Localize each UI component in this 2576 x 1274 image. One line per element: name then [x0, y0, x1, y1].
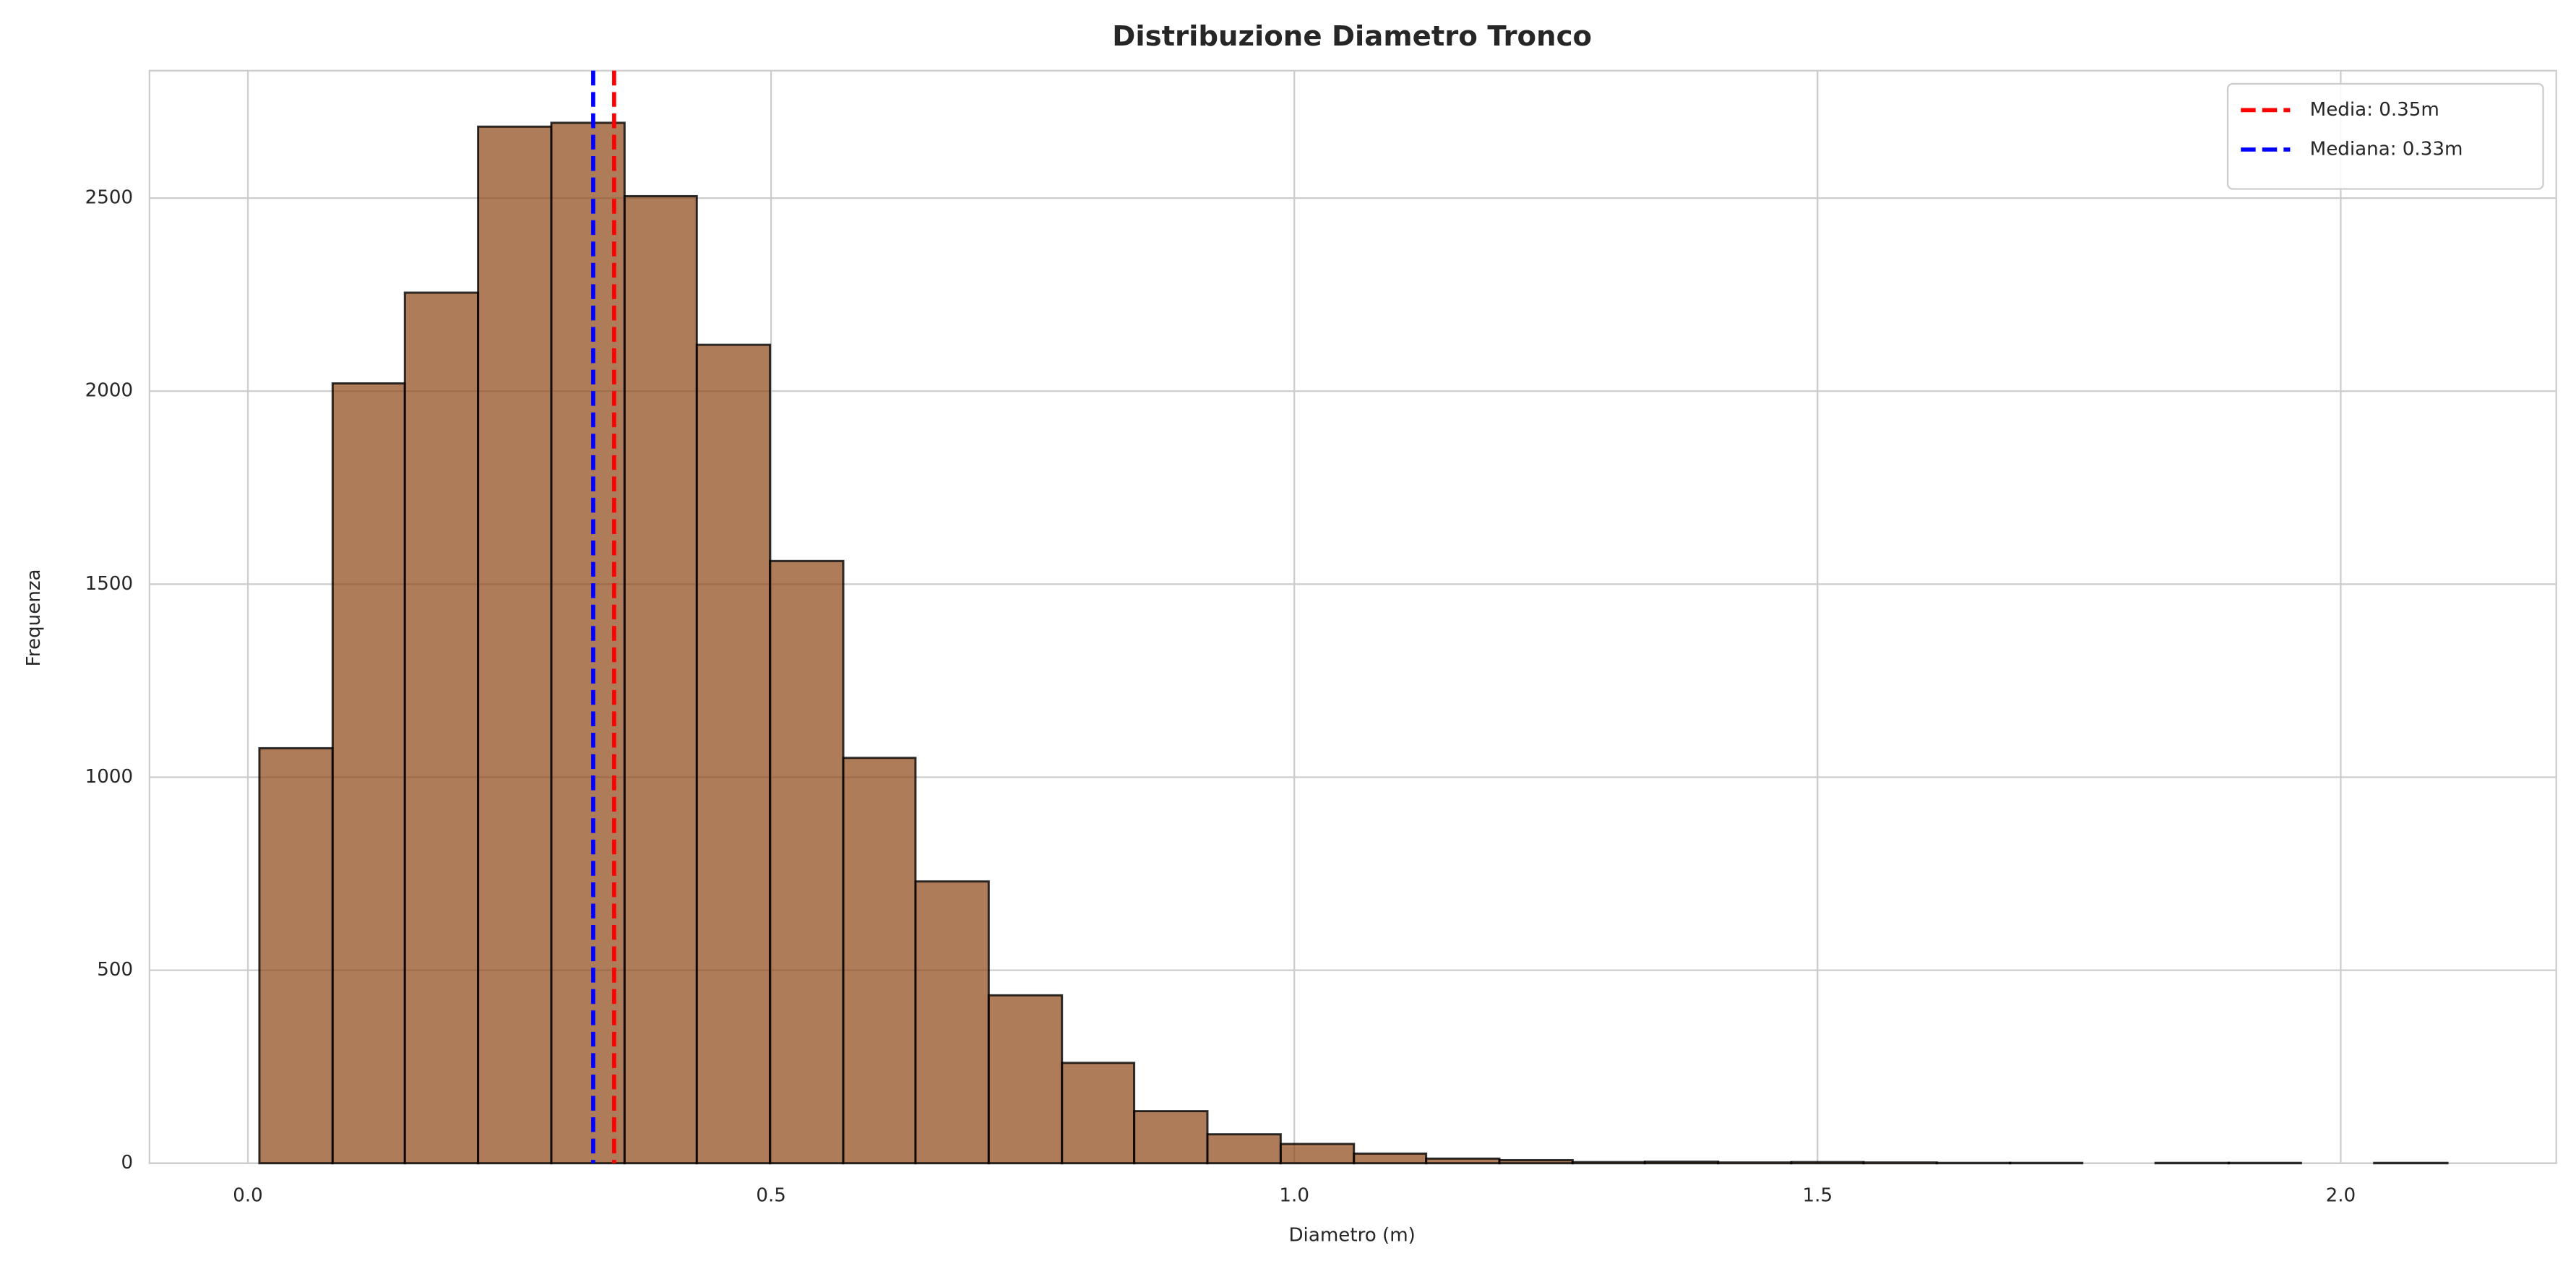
bar: [1353, 1152, 1428, 1165]
y-tick-label: 0: [121, 1152, 134, 1174]
bar: [623, 194, 698, 1165]
bar: [1498, 1158, 1574, 1165]
y-tick-label: 1000: [85, 766, 133, 788]
bar: [1133, 1110, 1209, 1165]
bar: [914, 880, 990, 1165]
bar: [1571, 1161, 1646, 1165]
y-tick-label: 2500: [85, 187, 133, 209]
legend-label: Mediana: 0.33m: [2310, 138, 2463, 160]
bar: [1279, 1142, 1356, 1165]
x-tick-label: 0.5: [756, 1185, 786, 1207]
legend-box: [2226, 82, 2544, 190]
bar: [1061, 1062, 1136, 1165]
bar: [769, 559, 845, 1165]
bar: [1790, 1161, 1865, 1165]
x-tick-label: 2.0: [2326, 1185, 2356, 1207]
y-tick-label: 1500: [85, 573, 133, 595]
bar: [550, 121, 626, 1165]
y-axis-label: Frequenza: [23, 569, 45, 666]
x-tick-label: 0.0: [233, 1185, 263, 1207]
bar: [258, 746, 334, 1165]
bar: [1425, 1157, 1501, 1165]
bar: [403, 291, 480, 1165]
bar: [842, 757, 917, 1165]
y-tick-label: 2000: [85, 380, 133, 402]
x-tick-label: 1.0: [1279, 1185, 1309, 1207]
bar: [695, 343, 772, 1165]
chart-title: Distribuzione Diametro Tronco: [1112, 20, 1592, 53]
bar: [987, 994, 1064, 1165]
y-tick-label: 500: [97, 959, 133, 981]
x-tick-label: 1.5: [1803, 1185, 1833, 1207]
bar: [477, 125, 553, 1165]
x-axis-label: Diametro (m): [1288, 1224, 1415, 1246]
legend-label: Media: 0.35m: [2310, 99, 2439, 121]
bar: [1206, 1133, 1282, 1165]
bar: [331, 382, 406, 1165]
bar: [1643, 1161, 1720, 1165]
